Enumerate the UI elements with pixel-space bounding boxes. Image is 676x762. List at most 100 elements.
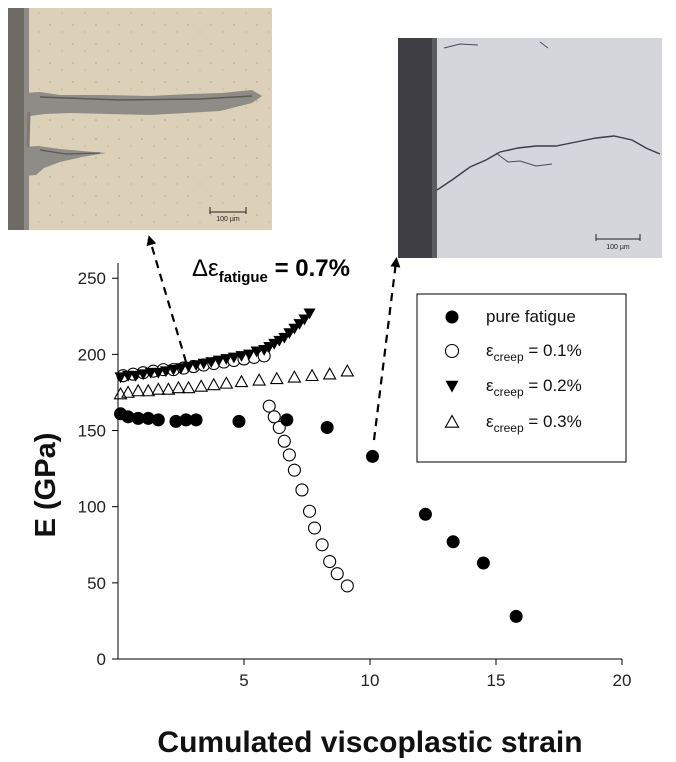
data-point: [302, 504, 317, 518]
data-point: [151, 413, 165, 427]
data-point: [161, 382, 176, 395]
data-point: [282, 448, 296, 462]
legend-label: εcreep = 0.2%: [486, 376, 582, 399]
annotation-label: Δεfatigue = 0.7%: [192, 255, 350, 286]
arrow-to-left-micrograph: [146, 235, 188, 363]
legend-label: εcreep = 0.1%: [486, 341, 582, 364]
x-tick-label: 10: [361, 671, 380, 690]
data-point: [121, 410, 135, 424]
data-point: [287, 463, 301, 477]
data-point: [219, 376, 234, 389]
legend-marker: [444, 343, 460, 359]
data-point: [262, 399, 276, 413]
data-point: [340, 364, 355, 377]
annotation-sub: fatigue: [219, 269, 268, 286]
legend: pure fatigue εcreep = 0.1% εcreep = 0.2% εc…: [416, 293, 627, 463]
data-point: [212, 355, 225, 367]
data-point: [322, 367, 337, 380]
data-point: [151, 382, 166, 395]
data-point: [131, 383, 146, 397]
svg-text:100 µm: 100 µm: [216, 216, 240, 223]
data-point: [206, 377, 221, 391]
data-point: [340, 579, 354, 593]
data-point: [181, 380, 196, 394]
data-point: [194, 379, 209, 392]
data-point: [141, 411, 155, 425]
data-point: [169, 414, 183, 428]
data-point: [114, 372, 127, 384]
legend-marker: [445, 310, 459, 324]
data-point: [227, 352, 240, 364]
data-point: [476, 556, 490, 570]
legend-label: εcreep = 0.3%: [486, 412, 582, 435]
data-point: [190, 360, 203, 372]
data-point: [144, 367, 157, 379]
micrograph-right: 100 µm: [398, 38, 662, 258]
data-point: [121, 385, 136, 398]
legend-label: pure fatigue: [486, 307, 576, 326]
x-tick-label: 15: [487, 671, 506, 690]
data-point: [366, 449, 380, 463]
data-point: [293, 319, 306, 330]
data-point: [252, 373, 267, 386]
data-point: [179, 413, 193, 427]
legend-marker: [445, 380, 459, 393]
data-marks: [113, 308, 523, 623]
data-point: [320, 420, 334, 434]
data-point: [205, 357, 218, 368]
data-point: [189, 413, 203, 427]
data-point: [315, 538, 329, 552]
legend-marker: [444, 414, 460, 428]
y-tick-label: 50: [87, 574, 106, 593]
data-point: [287, 370, 302, 383]
data-point: [171, 380, 186, 394]
data-point: [269, 371, 284, 385]
data-point: [418, 507, 432, 521]
y-tick-label: 200: [78, 345, 106, 364]
micrograph-left: 100 µm: [8, 8, 272, 230]
data-point: [182, 361, 195, 373]
data-point: [159, 366, 172, 378]
svg-text:100 µm: 100 µm: [606, 244, 630, 251]
x-tick-label: 20: [613, 671, 632, 690]
data-point: [509, 609, 523, 623]
y-tick-label: 150: [78, 422, 106, 441]
data-point: [308, 521, 322, 535]
data-point: [330, 567, 344, 581]
data-point: [220, 354, 233, 365]
data-point: [235, 351, 248, 362]
data-point: [288, 323, 301, 335]
data-point: [122, 370, 135, 382]
y-tick-label: 0: [97, 650, 106, 669]
data-point: [141, 383, 156, 397]
x-tick-label: 5: [239, 671, 248, 690]
data-point: [167, 364, 180, 376]
data-point: [295, 483, 309, 497]
data-point: [197, 358, 210, 370]
y-tick-label: 250: [78, 269, 106, 288]
data-point: [234, 374, 249, 388]
data-point: [113, 386, 128, 400]
data-point: [303, 308, 316, 320]
data-point: [137, 369, 150, 381]
data-point: [131, 411, 145, 425]
data-point: [280, 413, 294, 427]
axis-ticks: 0 50 100 150 200 250 5 10 15 20: [78, 269, 632, 690]
data-point: [323, 554, 337, 569]
data-point: [446, 535, 460, 549]
data-point: [277, 434, 291, 448]
data-point: [250, 346, 263, 358]
data-point: [152, 367, 165, 379]
data-point: [283, 328, 296, 340]
data-point: [298, 314, 311, 326]
data-point: [243, 349, 256, 361]
y-tick-label: 100: [78, 498, 106, 517]
data-point: [175, 363, 187, 375]
arrow-to-right-micrograph: [372, 257, 401, 441]
annotation-value: = 0.7%: [268, 255, 350, 282]
data-point: [232, 414, 246, 428]
data-point: [129, 370, 142, 382]
y-axis-title: E (GPa): [30, 433, 62, 538]
